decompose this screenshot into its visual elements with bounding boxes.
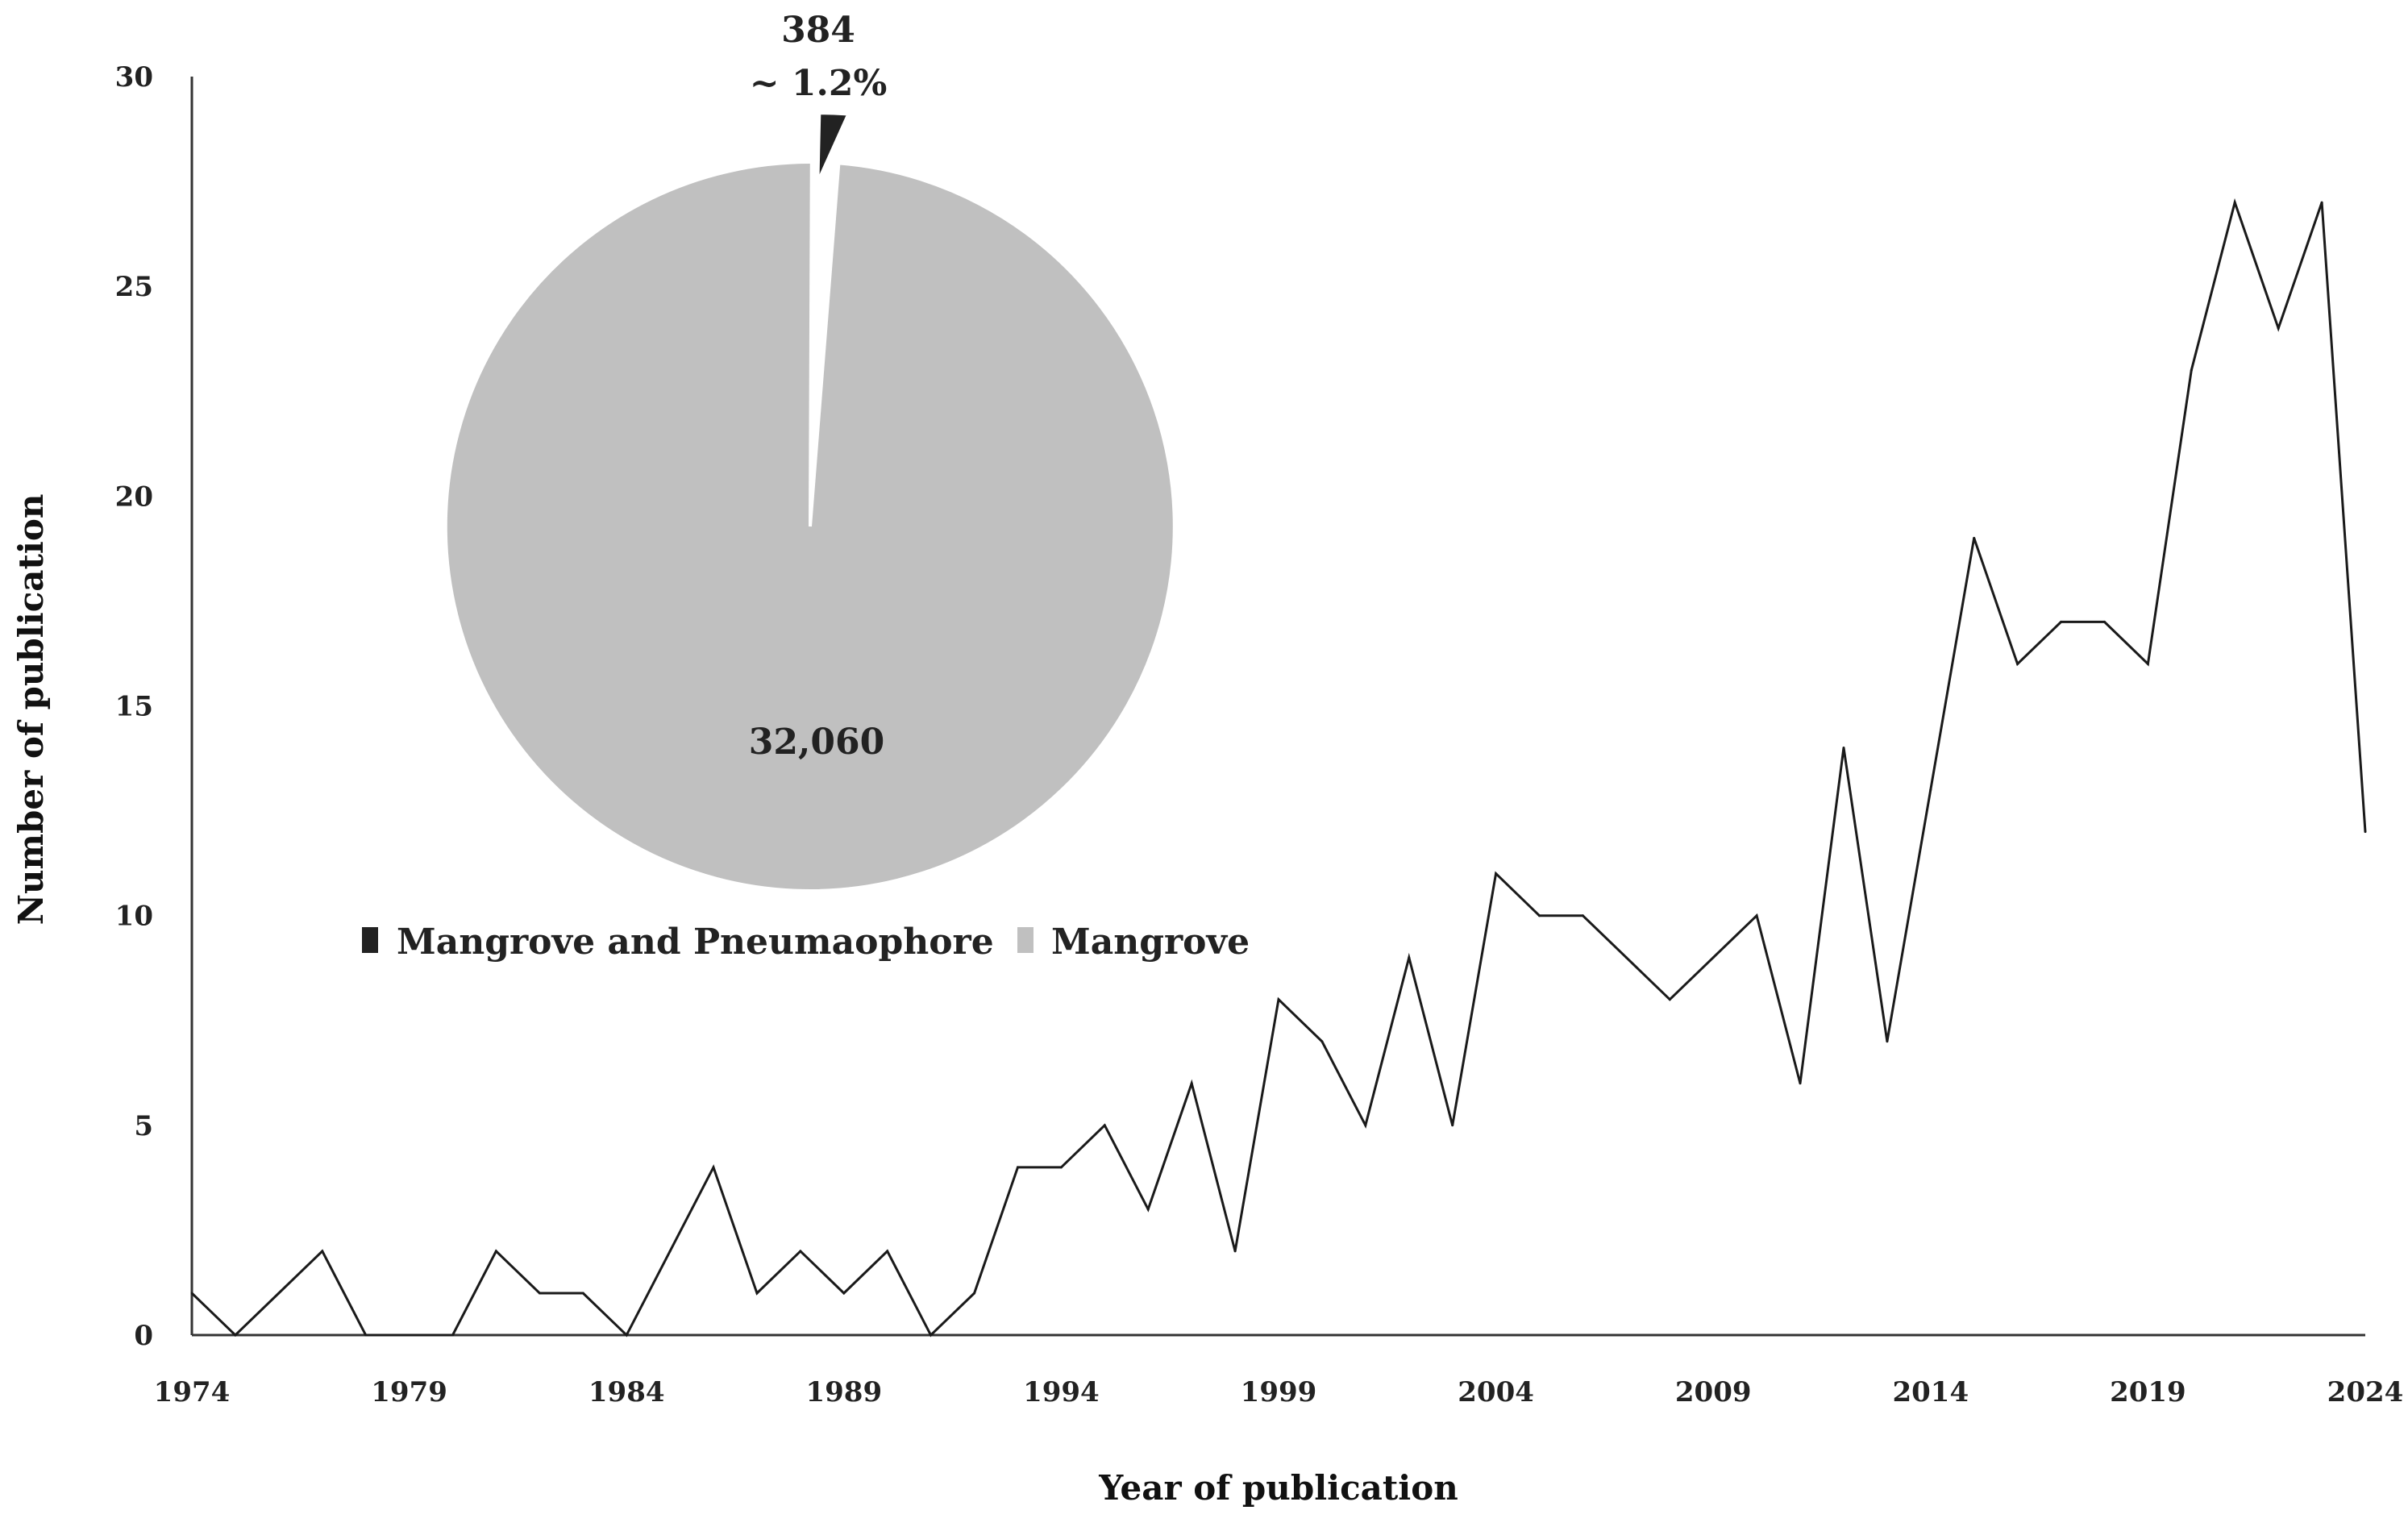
line-point: [1277, 998, 1280, 1001]
x-tick-label: 2014: [1892, 1376, 1969, 1408]
legend-swatch-mangrove-and-pneumaophore: [362, 927, 378, 953]
line-point: [668, 1250, 672, 1253]
pie-slice-mangrove: [443, 160, 1176, 892]
line-point: [1364, 1124, 1367, 1127]
y-axis-title: Number of publication: [11, 494, 51, 926]
pie-label-small-count: 384: [781, 10, 855, 51]
pie-slice-mangrove-and-pneumaophore: [817, 113, 849, 179]
y-tick-label: 25: [115, 271, 153, 303]
line-point: [1451, 1124, 1454, 1127]
y-tick-label: 30: [115, 61, 153, 94]
y-tick-label: 20: [115, 481, 153, 513]
legend-label-mangrove: Mangrove: [1051, 922, 1250, 963]
line-point: [321, 1250, 324, 1253]
line-point: [1668, 998, 1671, 1001]
line-point: [625, 1333, 628, 1337]
line-point: [1320, 1040, 1324, 1043]
line-point: [755, 1292, 759, 1295]
line-point: [1538, 914, 1541, 917]
x-tick-label: 1984: [588, 1376, 665, 1408]
line-point: [1886, 1040, 1889, 1043]
x-axis-title: Year of publication: [1098, 1468, 1458, 1508]
line-point: [1103, 1124, 1106, 1127]
line-point: [408, 1333, 411, 1337]
line-point: [886, 1250, 889, 1253]
line-point: [1059, 1166, 1063, 1169]
line-point: [2060, 620, 2063, 623]
line-point: [2277, 327, 2280, 330]
line-series: [190, 198, 2367, 1338]
x-tick-label: 2019: [2110, 1376, 2186, 1408]
line-point: [2190, 368, 2193, 372]
line-point: [1408, 956, 1411, 959]
line-point: [1973, 536, 1976, 539]
line-point: [1799, 1082, 1802, 1085]
x-tick-label: 1979: [371, 1376, 447, 1408]
legend: Mangrove and Pneumaophore Mangrove: [362, 922, 1250, 963]
line-point: [1842, 747, 1845, 749]
line-point: [973, 1292, 976, 1295]
x-tick-label: 2009: [1675, 1376, 1752, 1408]
line-point: [2233, 201, 2236, 204]
line-point: [494, 1250, 497, 1253]
x-tick-label: 2024: [2327, 1376, 2404, 1408]
line-point: [1233, 1250, 1237, 1253]
line-point: [930, 1333, 933, 1337]
axes: [190, 77, 2365, 1337]
line-point: [1624, 956, 1628, 959]
x-ticks: 1974 1979 1984 1989 1994 1999 2004 2009 2014 2019…: [154, 1376, 2404, 1408]
x-tick-label: 2004: [1458, 1376, 1534, 1408]
line-point: [1146, 1208, 1150, 1211]
legend-label-mangrove-and-pneumaophore: Mangrove and Pneumaophore: [397, 922, 994, 963]
legend-swatch-mangrove: [1017, 927, 1033, 953]
line-point: [2016, 663, 2019, 665]
line-point: [1190, 1082, 1193, 1085]
line-point: [1929, 788, 1932, 792]
line-point: [799, 1250, 802, 1253]
line-point: [842, 1292, 846, 1295]
y-tick-label: 5: [134, 1110, 153, 1142]
line-point: [1495, 872, 1498, 876]
x-tick-label: 1999: [1241, 1376, 1317, 1408]
line-point: [234, 1333, 237, 1337]
line-point: [1581, 914, 1584, 917]
pie-label-large-count: 32,060: [749, 722, 884, 763]
y-tick-label: 0: [134, 1320, 153, 1352]
x-tick-label: 1974: [154, 1376, 231, 1408]
line-point: [1711, 956, 1715, 959]
y-tick-label: 15: [115, 691, 153, 723]
pie-chart: [443, 113, 1176, 892]
x-tick-label: 1989: [805, 1376, 882, 1408]
y-ticks: 0 5 10 15 20 25 30: [115, 61, 153, 1352]
line-point: [2146, 663, 2149, 665]
line-point: [581, 1292, 584, 1295]
line-point: [2320, 201, 2323, 204]
line-point: [1017, 1166, 1019, 1169]
pie-label-small-percent: ~ 1.2%: [750, 63, 888, 104]
x-tick-label: 1994: [1023, 1376, 1100, 1408]
line-point: [277, 1292, 281, 1295]
y-tick-label: 10: [115, 901, 153, 933]
line-point: [451, 1333, 454, 1337]
line-point: [190, 1292, 193, 1295]
line-point: [538, 1292, 541, 1295]
line-point: [2364, 830, 2367, 834]
line-point: [364, 1333, 368, 1337]
line-point: [1755, 914, 1758, 917]
line-point: [2103, 620, 2106, 623]
line-point: [712, 1166, 715, 1169]
